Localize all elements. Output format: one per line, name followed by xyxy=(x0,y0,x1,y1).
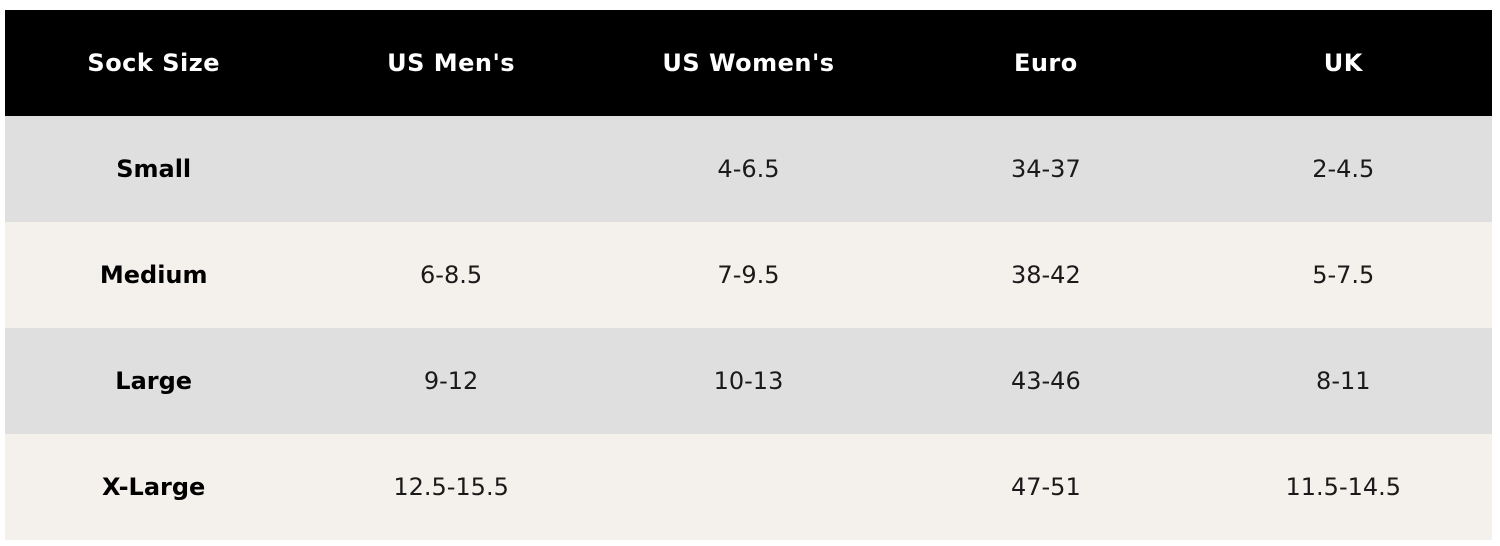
table-cell: 10-13 xyxy=(599,328,898,434)
header-cell: Euro xyxy=(897,10,1195,116)
header-cell: US Men's xyxy=(302,10,600,116)
table-body: Small 4-6.5 34-37 2-4.5 Medium 6-8.5 7-9.5 38-4… xyxy=(5,116,1492,540)
size-table: Sock Size US Men's US Women's Euro UK Small 4… xyxy=(5,10,1492,540)
table-cell: 11.5-14.5 xyxy=(1194,434,1492,540)
row-label: Large xyxy=(5,328,303,434)
table-cell: 6-8.5 xyxy=(302,222,600,328)
table-cell: 4-6.5 xyxy=(599,116,898,222)
table-cell: 5-7.5 xyxy=(1194,222,1492,328)
table-cell: 9-12 xyxy=(302,328,600,434)
table-cell: 12.5-15.5 xyxy=(302,434,600,540)
table-cell: 47-51 xyxy=(897,434,1195,540)
table-row: Medium 6-8.5 7-9.5 38-42 5-7.5 xyxy=(5,222,1492,328)
header-cell: US Women's xyxy=(599,10,898,116)
table-cell: 43-46 xyxy=(897,328,1195,434)
header-cell: UK xyxy=(1194,10,1492,116)
header-cell: Sock Size xyxy=(5,10,303,116)
table-row: Small 4-6.5 34-37 2-4.5 xyxy=(5,116,1492,222)
header-row: Sock Size US Men's US Women's Euro UK xyxy=(5,10,1492,116)
table-cell: 7-9.5 xyxy=(599,222,898,328)
row-label: Small xyxy=(5,116,303,222)
table-row: X-Large 12.5-15.5 47-51 11.5-14.5 xyxy=(5,434,1492,540)
table-cell: 34-37 xyxy=(897,116,1195,222)
table-cell xyxy=(302,116,600,222)
table-cell xyxy=(599,434,898,540)
size-chart: Sock Size US Men's US Women's Euro UK Small 4… xyxy=(5,10,1492,540)
table-cell: 38-42 xyxy=(897,222,1195,328)
table-cell: 2-4.5 xyxy=(1194,116,1492,222)
table-row: Large 9-12 10-13 43-46 8-11 xyxy=(5,328,1492,434)
row-label: Medium xyxy=(5,222,303,328)
table-cell: 8-11 xyxy=(1194,328,1492,434)
row-label: X-Large xyxy=(5,434,303,540)
